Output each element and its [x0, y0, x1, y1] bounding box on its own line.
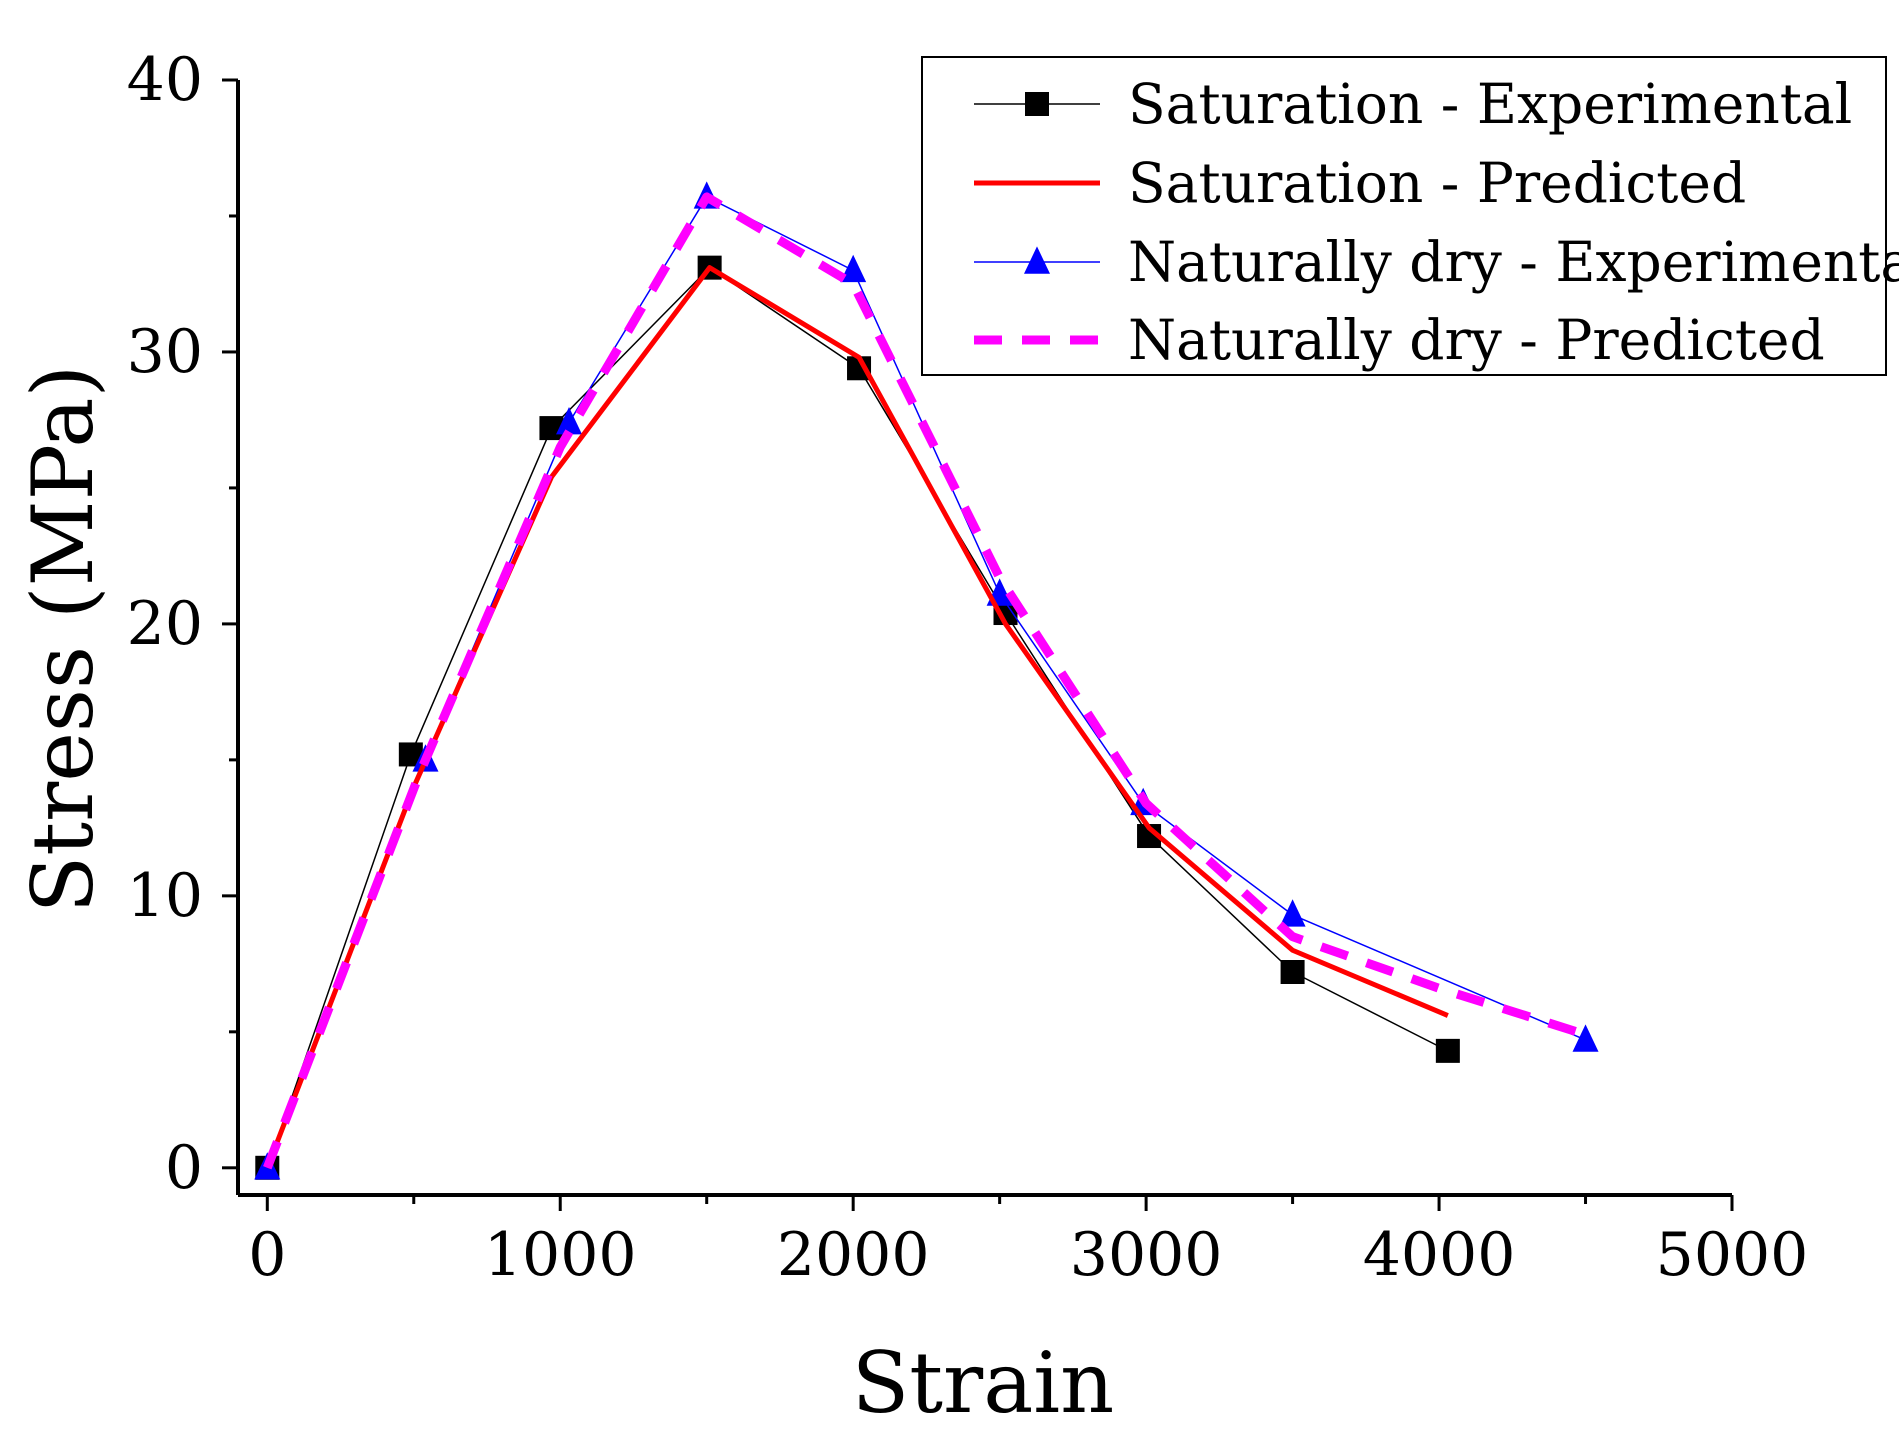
- series-3-point: [556, 407, 583, 435]
- x-tick-label: 0: [248, 1220, 286, 1290]
- x-tick-label: 2000: [777, 1220, 930, 1290]
- series-2: [264, 265, 1449, 1169]
- legend: Saturation - Experimental Saturation - Pr…: [921, 56, 1899, 376]
- series-1-point: [1435, 1038, 1460, 1063]
- y-axis-title: Stress (MPa): [14, 365, 112, 913]
- x-axis-title: Strain: [852, 1334, 1115, 1432]
- x-tick-label: 3000: [1070, 1220, 1223, 1290]
- y-tick-label: 20: [127, 589, 203, 659]
- series-3-point: [1572, 1024, 1599, 1052]
- series-1: [255, 255, 1460, 1180]
- series-2-line: [264, 265, 1449, 1169]
- series-layer: [254, 181, 1599, 1180]
- series-3-point: [1279, 899, 1306, 927]
- y-tick-label: 40: [127, 45, 203, 115]
- series-4-line: [263, 192, 1587, 1170]
- y-tick-label: 30: [127, 317, 203, 387]
- legend-label-2: Saturation - Predicted: [1128, 151, 1746, 215]
- legend-label-4: Naturally dry - Predicted: [1128, 308, 1825, 372]
- legend-marker-3: [1024, 246, 1050, 274]
- series-3-point: [840, 254, 867, 283]
- legend-label-1: Saturation - Experimental: [1128, 72, 1852, 136]
- legend-box: [921, 56, 1887, 376]
- legend-label-3: Naturally dry - Experimental: [1128, 230, 1899, 294]
- y-tick-label: 0: [165, 1133, 203, 1203]
- series-1-point: [1280, 960, 1305, 984]
- x-tick-label: 4000: [1363, 1220, 1516, 1290]
- axes-layer: 0 1000 2000 3000 4000 5000 0 10 20 30 40: [127, 45, 1809, 1290]
- x-tick-label: 5000: [1656, 1220, 1809, 1290]
- y-tick-label: 10: [127, 861, 203, 931]
- series-4: [263, 192, 1587, 1170]
- x-tick-label: 1000: [484, 1220, 637, 1290]
- legend-marker-1: [1025, 92, 1049, 116]
